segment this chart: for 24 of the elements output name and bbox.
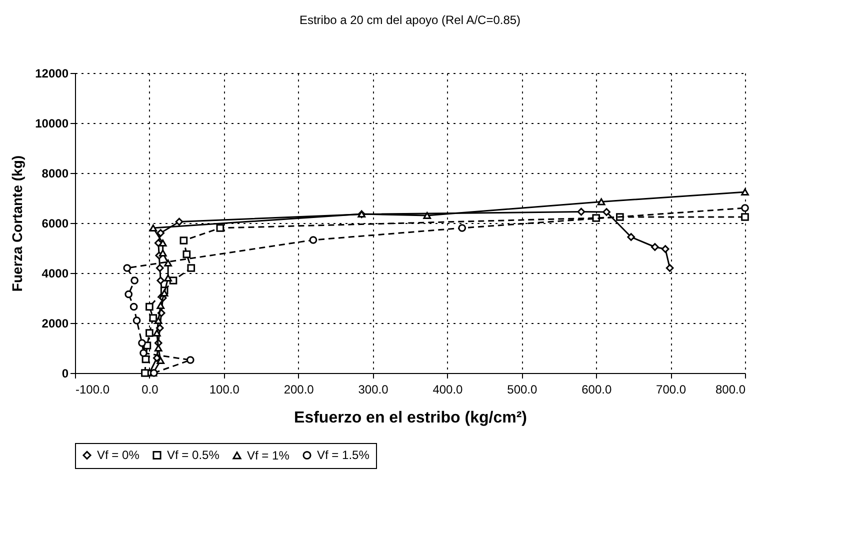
x-tick-label: 200.0 <box>284 382 314 396</box>
x-tick-label: 800.0 <box>715 382 746 396</box>
y-tick-label: 2000 <box>42 316 69 330</box>
x-axis-title: Esfuerzo en el estribo (kg/cm²) <box>294 410 527 426</box>
x-tick-label: -100.0 <box>76 382 110 396</box>
legend-label: Vf = 0.5% <box>167 448 220 462</box>
legend-label: Vf = 0% <box>97 448 140 462</box>
x-tick-label: 600.0 <box>582 382 612 396</box>
legend-label: Vf = 1% <box>247 448 290 462</box>
x-tick-label: 300.0 <box>358 382 389 396</box>
y-tick-label: 8000 <box>42 166 69 180</box>
x-tick-label: 500.0 <box>507 382 538 396</box>
chart-title: Estribo a 20 cm del apoyo (Rel A/C=0.85) <box>299 13 521 27</box>
y-tick-label: 4000 <box>42 266 69 280</box>
legend-label: Vf = 1.5% <box>317 448 370 462</box>
x-tick-label: 100.0 <box>209 382 240 396</box>
x-tick-label: 400.0 <box>432 382 464 396</box>
y-tick-label: 0 <box>62 366 69 380</box>
x-tick-label: 700.0 <box>656 382 686 396</box>
y-tick-label: 10000 <box>35 116 69 130</box>
y-tick-label: 6000 <box>42 216 69 230</box>
x-tick-label: 0.0 <box>142 382 159 396</box>
y-axis-title: Fuerza Cortante (kg) <box>9 155 26 292</box>
y-tick-label: 12000 <box>35 66 69 80</box>
